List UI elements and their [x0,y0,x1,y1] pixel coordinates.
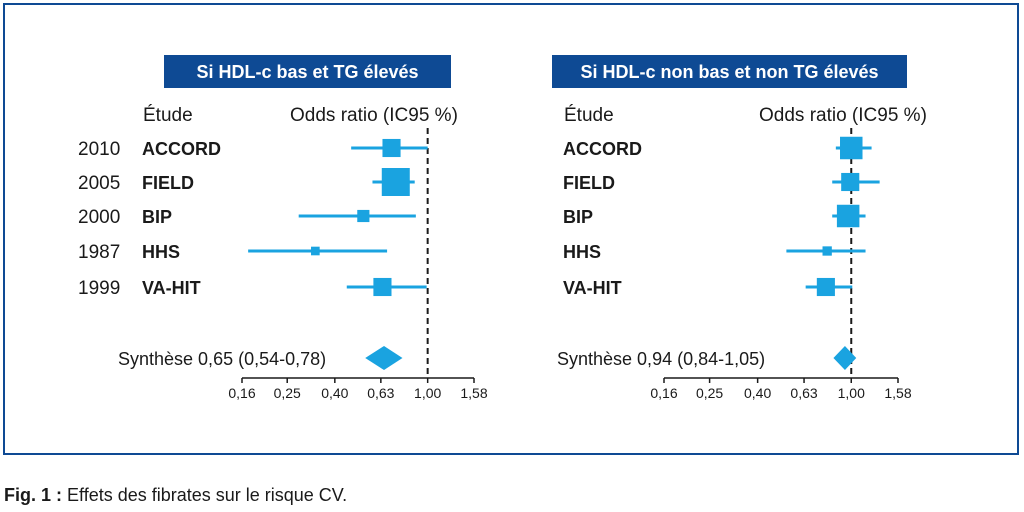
study-name: BIP [563,207,593,227]
panel-title: Si HDL-c non bas et non TG élevés [580,62,878,82]
study-name: ACCORD [142,139,221,159]
effect-square [822,246,832,256]
forest-plot-figure: Si HDL-c bas et TG élevés Étude Odds ratio… [78,55,927,401]
effect-square [357,209,370,223]
x-tick-label: 1,00 [838,385,865,401]
study-name: BIP [142,207,172,227]
effect-square [840,136,863,160]
figure-caption: Fig. 1 : Effets des fibrates sur le risq… [4,485,347,506]
column-header-study: Étude [143,105,193,126]
study-name: VA-HIT [142,278,201,298]
x-tick-label: 0,25 [696,385,723,401]
figure-frame [3,3,1019,455]
panel-title-banner [552,55,907,88]
x-tick-label: 1,58 [460,385,487,401]
caption-label: Fig. 1 : [4,485,62,505]
study-name: HHS [563,242,601,262]
column-header-odds-ratio: Odds ratio (IC95 %) [290,105,458,126]
x-tick-label: 0,16 [228,385,255,401]
effect-square [816,277,835,297]
study-name: HHS [142,242,180,262]
column-header-study: Étude [564,105,614,126]
study-year: 2005 [78,173,120,194]
x-tick-label: 1,58 [884,385,911,401]
panel-title-banner [164,55,451,88]
x-tick-label: 0,40 [321,385,348,401]
effect-square [381,168,410,196]
effect-square [382,138,401,158]
study-year: 2010 [78,139,120,160]
study-year: 1987 [78,242,120,263]
effect-square [311,246,320,256]
panel-title: Si HDL-c bas et TG élevés [196,62,418,82]
study-name: VA-HIT [563,278,622,298]
x-tick-label: 0,63 [790,385,817,401]
summary-diamond [365,346,403,370]
summary-label: Synthèse 0,94 (0,84-1,05) [557,349,765,369]
study-name: FIELD [142,173,194,193]
x-tick-label: 0,40 [744,385,771,401]
summary-diamond [833,346,857,370]
caption-text: Effets des fibrates sur le risque CV. [67,485,348,505]
effect-square [836,204,860,228]
study-name: ACCORD [563,139,642,159]
x-tick-label: 1,00 [414,385,441,401]
column-header-odds-ratio: Odds ratio (IC95 %) [759,105,927,126]
summary-label: Synthèse 0,65 (0,54-0,78) [118,349,326,369]
effect-square [373,277,392,297]
study-year: 2000 [78,207,120,228]
study-name: FIELD [563,173,615,193]
x-tick-label: 0,25 [274,385,301,401]
study-year: 1999 [78,278,120,299]
x-tick-label: 0,16 [650,385,677,401]
effect-square [841,172,860,192]
x-tick-label: 0,63 [367,385,394,401]
